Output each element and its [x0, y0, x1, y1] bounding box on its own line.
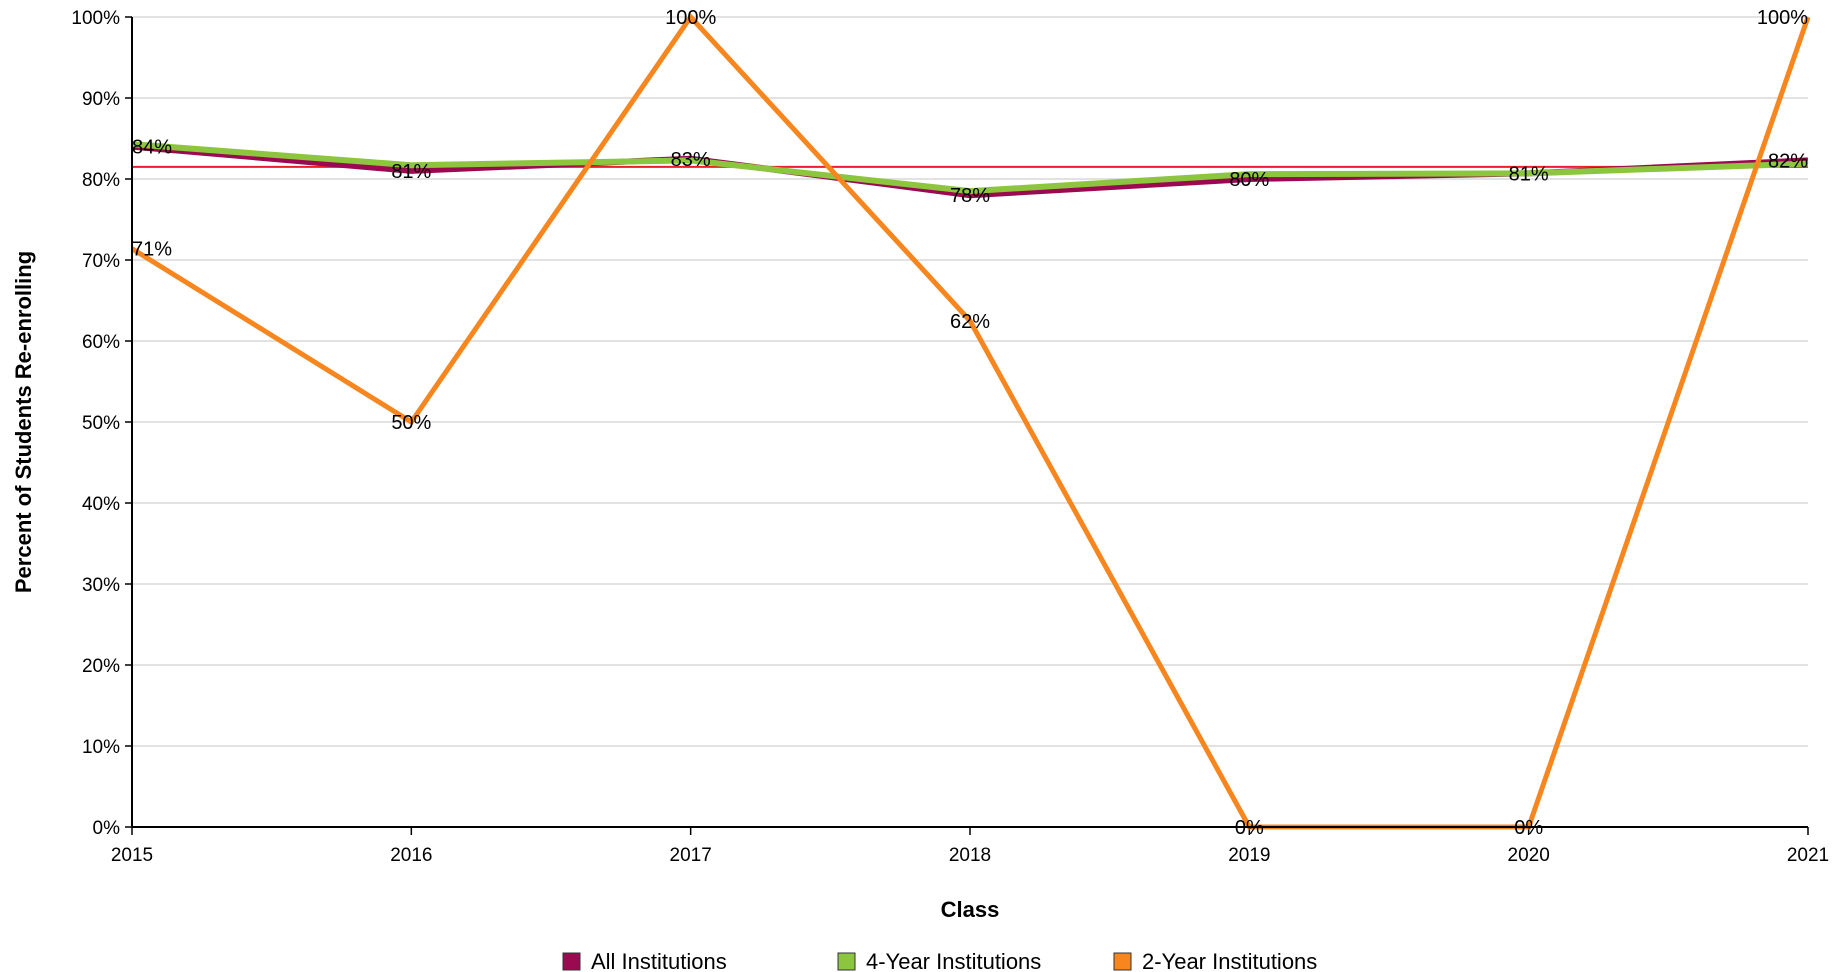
- data-label: 62%: [950, 311, 990, 333]
- y-tick-label: 70%: [82, 251, 120, 272]
- legend-label: All Institutions: [591, 949, 727, 972]
- data-label: 100%: [665, 7, 716, 29]
- y-tick-label: 10%: [82, 737, 120, 758]
- x-tick-label: 2019: [1228, 845, 1270, 866]
- data-label: 84%: [132, 137, 172, 159]
- legend-label: 2-Year Institutions: [1142, 949, 1317, 972]
- x-axis-ticks: 2015 2016 2017 2018 2019 2020 2021: [111, 827, 1829, 866]
- grid-lines: [132, 16, 1808, 747]
- data-label: 82%: [1768, 150, 1808, 172]
- data-label: 81%: [391, 161, 431, 183]
- x-tick-label: 2017: [670, 845, 712, 866]
- legend-swatch: [1113, 952, 1132, 971]
- y-tick-label: 30%: [82, 575, 120, 596]
- x-tick-label: 2021: [1787, 845, 1829, 866]
- y-tick-label: 0%: [93, 818, 121, 839]
- data-label: 71%: [132, 239, 172, 261]
- y-tick-label: 50%: [82, 413, 120, 434]
- x-tick-label: 2015: [111, 845, 153, 866]
- legend-item: All Institutions: [562, 949, 727, 972]
- y-tick-label: 20%: [82, 656, 120, 677]
- legend-item: 4-Year Institutions: [837, 949, 1041, 972]
- y-tick-label: 60%: [82, 332, 120, 353]
- data-label: 100%: [1757, 7, 1808, 29]
- data-label: 50%: [391, 412, 431, 434]
- x-tick-label: 2016: [390, 845, 432, 866]
- x-tick-label: 2020: [1508, 845, 1550, 866]
- legend-item: 2-Year Institutions: [1113, 949, 1317, 972]
- data-label: 83%: [671, 149, 711, 171]
- data-label: 81%: [1509, 163, 1549, 185]
- legend-swatch: [562, 952, 581, 971]
- y-tick-label: 40%: [82, 494, 120, 515]
- legend-label: 4-Year Institutions: [866, 949, 1041, 972]
- y-tick-label: 80%: [82, 170, 120, 191]
- x-axis-title: Class: [941, 897, 1000, 922]
- data-label: 78%: [950, 185, 990, 207]
- data-label: 80%: [1229, 169, 1269, 191]
- y-axis-ticks: 0% 10% 20% 30% 40% 50% 60% 70% 80% 90% 100%: [71, 8, 132, 839]
- legend-swatch: [837, 952, 856, 971]
- y-tick-label: 100%: [71, 8, 120, 29]
- data-labels: 84%81%83%78%80% 81%82%71%50%100%62%0% 0%10…: [132, 7, 1808, 839]
- y-axis-title: Percent of Students Re-enrolling: [11, 251, 36, 593]
- x-tick-label: 2018: [949, 845, 991, 866]
- y-tick-label: 90%: [82, 89, 120, 110]
- legend: All Institutions 4-Year Institutions 2-Yea…: [562, 949, 1317, 972]
